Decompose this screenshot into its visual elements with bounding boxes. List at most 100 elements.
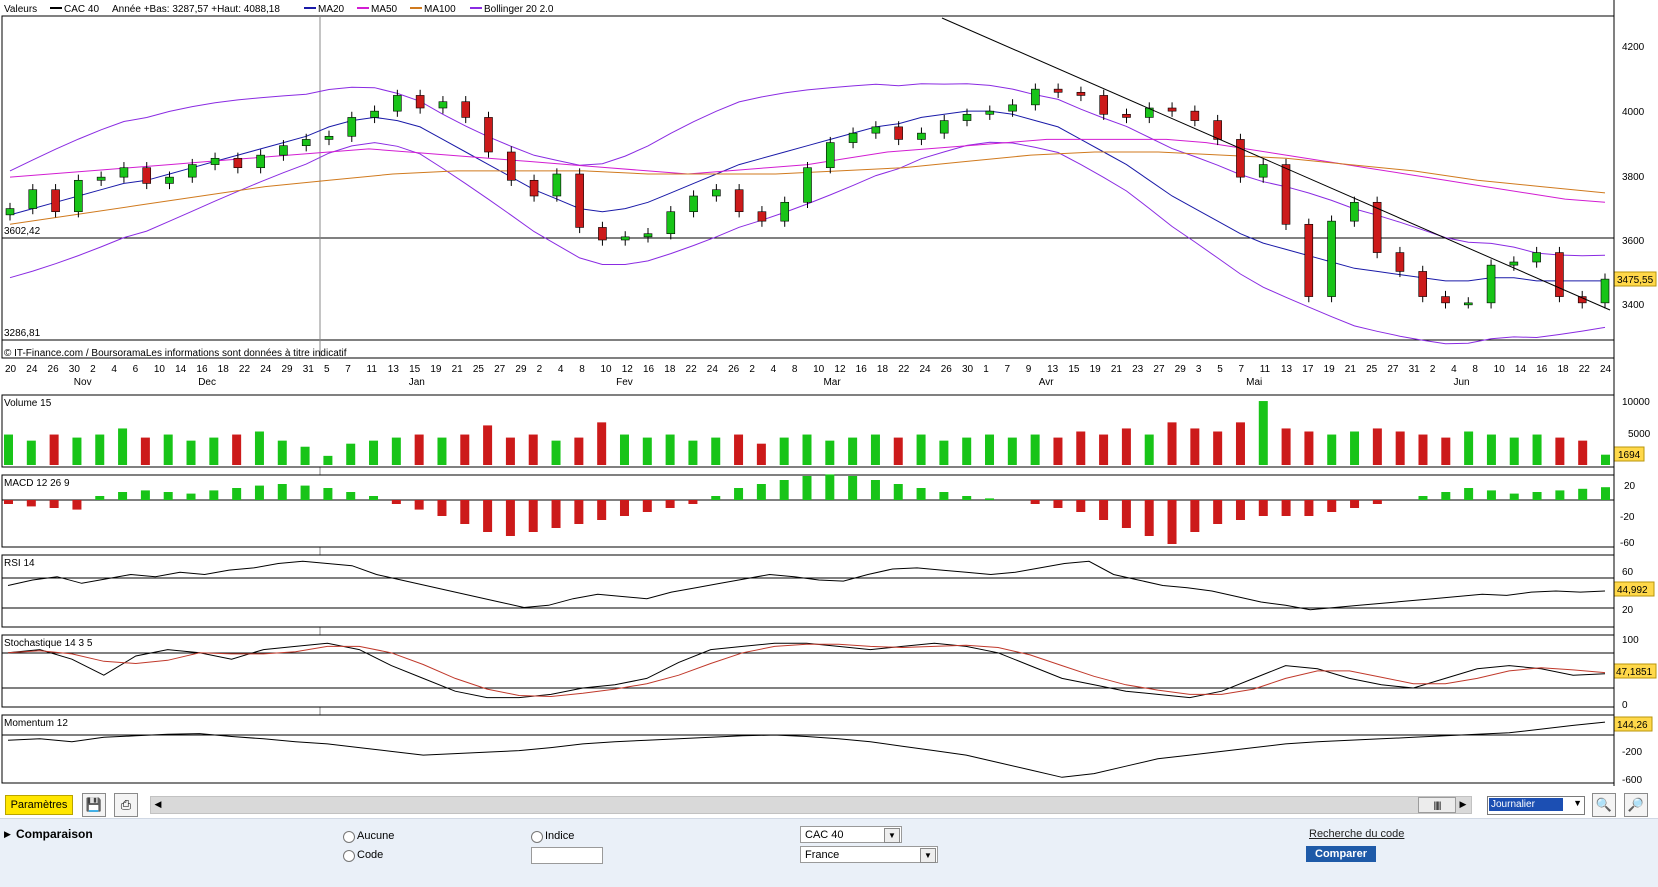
compare-button[interactable]: Comparer: [1306, 846, 1376, 862]
chevron-down-icon: ▼: [1573, 798, 1582, 808]
scroll-thumb[interactable]: |||||: [1418, 797, 1456, 813]
macd-bar: [346, 492, 356, 500]
market-select[interactable]: France ▼: [800, 846, 938, 863]
macd-bar: [848, 476, 858, 500]
code-input[interactable]: [531, 847, 603, 864]
volume-bar: [1350, 431, 1360, 465]
volume-bar: [1532, 434, 1542, 465]
macd-bar: [437, 500, 447, 516]
macd-bar: [95, 496, 105, 500]
date-tick: 16: [196, 364, 208, 375]
print-icon[interactable]: ⎙: [114, 793, 138, 817]
period-value: Journalier: [1489, 798, 1563, 811]
candle-body: [620, 236, 630, 241]
volume-bar: [1053, 437, 1063, 465]
date-tick: 30: [69, 364, 81, 375]
candle-body: [1008, 104, 1017, 112]
scroll-right-arrow[interactable]: ▶: [1459, 799, 1467, 809]
radio-aucune-label: Aucune: [357, 830, 395, 842]
expand-icon[interactable]: ▶: [4, 829, 11, 839]
volume-bar: [1555, 437, 1565, 465]
stoch-tick: 100: [1622, 635, 1639, 646]
date-tick: 22: [1579, 364, 1591, 375]
month-axis: Nov Dec Jan Fev Mar Avr Mai Jun: [74, 377, 1470, 388]
candle-body: [370, 110, 379, 118]
volume-bar: [369, 440, 379, 465]
date-tick: 10: [600, 364, 612, 375]
radio-indice[interactable]: [531, 831, 543, 843]
macd-bar: [551, 500, 561, 528]
candle-body: [1395, 252, 1405, 272]
volume-bar: [72, 437, 82, 465]
volume-bar: [323, 455, 333, 465]
radio-aucune[interactable]: [343, 831, 355, 843]
macd-bar: [893, 484, 903, 500]
macd-bar: [870, 480, 880, 500]
candle-body: [210, 157, 220, 165]
horizontal-scrollbar[interactable]: [150, 796, 1472, 814]
month-label: Mai: [1246, 377, 1262, 388]
save-icon[interactable]: 💾: [82, 793, 106, 817]
macd-bar: [1258, 500, 1268, 516]
candle-body: [96, 176, 106, 181]
scroll-left-arrow[interactable]: ◀: [154, 799, 162, 809]
macd-bar: [1441, 492, 1451, 500]
date-axis: 20 24 26 30 2 4 6 10 14 16 18 22 24 29 31 5 7 11 13 15 19 21 2…: [5, 364, 1612, 375]
date-tick: 12: [622, 364, 634, 375]
month-label: Avr: [1039, 377, 1054, 388]
candle-body: [438, 101, 448, 109]
level-bottom-label: 3286,81: [4, 328, 41, 339]
zoom-in-icon[interactable]: 🔎: [1624, 793, 1648, 817]
radio-code[interactable]: [343, 850, 355, 862]
rsi-tick: 20: [1622, 605, 1634, 616]
volume-bar: [1030, 434, 1040, 465]
candle-body: [666, 211, 676, 235]
chevron-down-icon: ▼: [884, 828, 900, 843]
date-tick: 5: [324, 364, 330, 375]
macd-bar: [711, 496, 721, 500]
macd-bar: [186, 493, 196, 500]
macd-bar: [460, 500, 470, 524]
volume-bar: [277, 440, 287, 465]
zoom-out-icon[interactable]: 🔍: [1592, 793, 1616, 817]
macd-bar: [825, 474, 835, 500]
search-code-link[interactable]: Recherche du code: [1309, 828, 1405, 840]
month-label: Jun: [1453, 377, 1469, 388]
comparison-bar: ▶ Comparaison Aucune Code Indice CAC 40 …: [0, 818, 1658, 887]
volume-bar: [893, 437, 903, 465]
macd-bar: [985, 498, 995, 500]
volume-bar: [551, 440, 561, 465]
macd-bar: [323, 488, 333, 500]
legend-bollinger: Bollinger 20 2.0: [484, 4, 554, 15]
month-label: Mar: [823, 377, 841, 388]
candle-body: [1532, 252, 1541, 263]
date-tick: 1: [983, 364, 989, 375]
date-tick: 8: [792, 364, 798, 375]
date-tick: 21: [1111, 364, 1123, 375]
date-tick: 10: [154, 364, 166, 375]
volume-bar: [1121, 428, 1131, 465]
macd-bar: [962, 496, 972, 500]
period-select[interactable]: Journalier ▼: [1487, 796, 1585, 815]
date-tick: 22: [239, 364, 251, 375]
macd-bar: [1601, 487, 1610, 500]
volume-bar: [802, 434, 812, 465]
macd-bar: [1486, 490, 1496, 500]
momentum-panel: [1, 714, 1615, 784]
date-tick: 26: [48, 364, 60, 375]
date-tick: 16: [856, 364, 868, 375]
date-tick: 20: [5, 364, 17, 375]
volume-bar: [1258, 401, 1268, 465]
month-label: Dec: [198, 377, 216, 388]
date-tick: 16: [1536, 364, 1548, 375]
date-tick: 4: [111, 364, 117, 375]
index-select[interactable]: CAC 40 ▼: [800, 826, 902, 843]
candle-body: [1441, 296, 1450, 304]
y-tick: 3600: [1622, 236, 1645, 247]
parameters-button[interactable]: Paramètres: [5, 795, 73, 815]
y-tick: 3400: [1622, 300, 1645, 311]
date-tick: 22: [898, 364, 910, 375]
date-tick: 2: [90, 364, 96, 375]
volume-bar: [597, 422, 607, 465]
rsi-panel: [1, 554, 1615, 628]
